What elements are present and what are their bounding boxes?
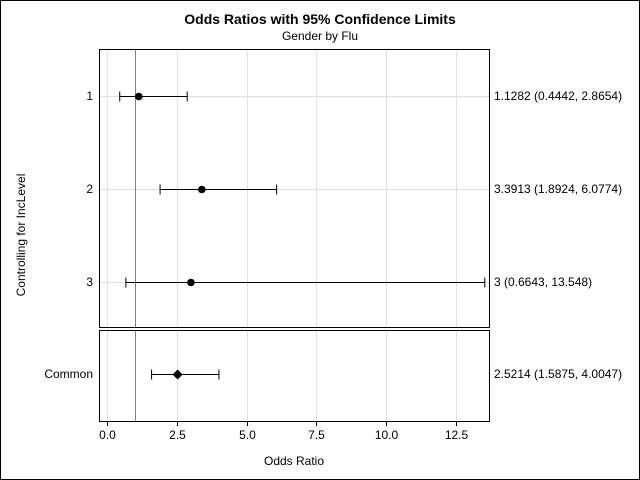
ci-text-common: 2.5214 (1.5875, 4.0047)	[494, 367, 622, 381]
chart-title: Odds Ratios with 95% Confidence Limits	[184, 11, 456, 27]
gridlines	[99, 49, 489, 421]
x-tick-label-5: 12.5	[445, 428, 469, 442]
estimate-marker-1	[134, 92, 143, 101]
estimate-marker-2	[198, 185, 206, 194]
row-label-2: 2	[86, 182, 93, 196]
estimate-marks: 1 1.1282 (0.4442, 2.8654) 2 3.3913 (1.8924,…	[44, 89, 622, 381]
estimate-marker-common	[172, 369, 183, 380]
x-axis: 0.0 2.5 5.0 7.5 10.0 12.5	[99, 421, 469, 442]
ci-text-1: 1.1282 (0.4442, 2.8654)	[494, 89, 622, 103]
x-tick-label-3: 7.5	[308, 428, 325, 442]
x-tick-label-2: 5.0	[239, 428, 256, 442]
chart-subtitle: Gender by Flu	[281, 29, 359, 43]
x-tick-label-0: 0.0	[99, 428, 116, 442]
x-tick-label-1: 2.5	[169, 428, 186, 442]
plot-area-common	[99, 330, 490, 422]
x-axis-label: Odds Ratio	[264, 454, 324, 468]
row-label-1: 1	[86, 89, 93, 103]
x-tick-label-4: 10.0	[375, 428, 399, 442]
estimate-marker-3	[187, 278, 195, 287]
y-axis-label: Controlling for IncLevel	[14, 174, 28, 297]
plot-area-individual	[99, 49, 490, 328]
ci-text-3: 3 (0.6643, 13.548)	[494, 275, 592, 289]
ci-text-2: 3.3913 (1.8924, 6.0774)	[494, 182, 622, 196]
row-label-3: 3	[86, 275, 93, 289]
row-label-common: Common	[44, 367, 93, 381]
